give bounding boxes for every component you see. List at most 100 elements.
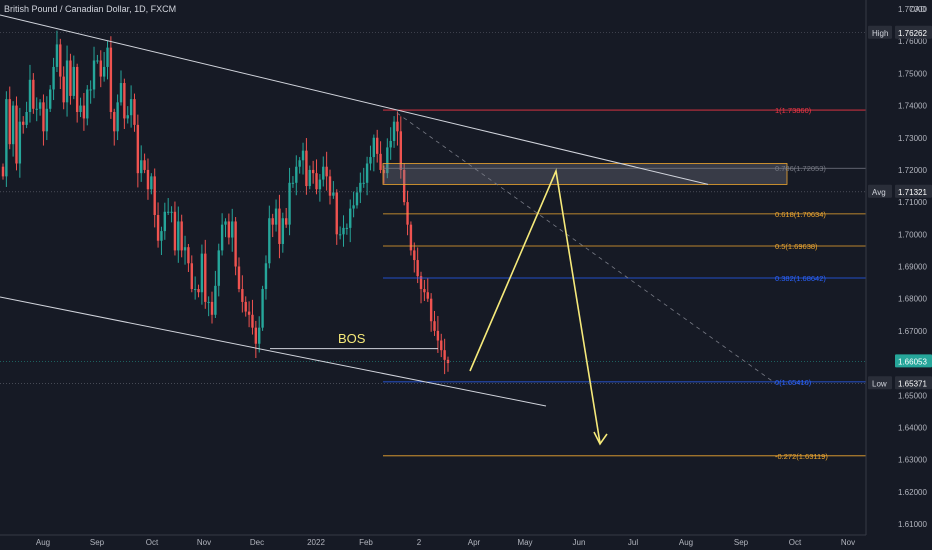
y-tick-label: 1.63000 — [898, 456, 927, 465]
x-tick-label: Nov — [841, 538, 855, 547]
x-tick-label: Dec — [250, 538, 264, 547]
lower-trendline — [0, 296, 547, 407]
y-tick-label: 1.64000 — [898, 423, 927, 432]
candle-body — [163, 211, 167, 232]
candle-body — [436, 330, 440, 341]
candle-body — [349, 208, 352, 228]
candle-body — [281, 218, 285, 244]
candle-body — [65, 60, 69, 103]
candle-body — [325, 166, 328, 177]
candle-body — [210, 301, 214, 315]
candle-body — [345, 227, 349, 229]
x-tick-label: Sep — [734, 538, 749, 547]
candle-body — [274, 208, 278, 225]
candle-body — [258, 327, 261, 344]
candle-body — [62, 76, 65, 103]
candle-body — [75, 66, 79, 112]
candle-body — [224, 221, 227, 225]
x-tick-label: Aug — [679, 538, 693, 547]
candle-body — [433, 321, 436, 331]
candle-body — [156, 215, 160, 241]
projection-arrowhead — [593, 431, 608, 446]
candle-body — [5, 99, 8, 177]
candle-body — [150, 176, 153, 190]
candle-body — [25, 112, 28, 125]
fib-level-label: -0.272(1.63119) — [775, 452, 828, 461]
candle-body — [379, 153, 382, 170]
candle-body — [318, 179, 322, 190]
candle-body — [177, 221, 180, 251]
y-tick-label: 1.74000 — [898, 102, 927, 111]
candle-body — [298, 160, 301, 167]
drawings-layer: 1(1.73860) 0.786(1.72053) 0.618(1.70634) 0.… — [0, 14, 866, 461]
candle-body — [18, 121, 22, 164]
price-tag-value: 1.65371 — [898, 379, 927, 388]
candle-body — [237, 266, 241, 290]
candle-body — [102, 66, 106, 77]
candle-body — [99, 60, 102, 77]
y-tick-label: 1.71000 — [898, 198, 927, 207]
candle-body — [352, 205, 355, 209]
candle-body — [247, 311, 251, 315]
candle-body — [45, 108, 49, 132]
candle-body — [376, 137, 379, 154]
candle-body — [328, 176, 332, 196]
chart-title: British Pound / Canadian Dollar, 1D, FXC… — [4, 4, 176, 14]
candle-body — [190, 263, 193, 290]
fib-level-label: 1(1.73860) — [775, 106, 812, 115]
x-tick-label: Oct — [146, 538, 159, 547]
y-tick-label: 1.62000 — [898, 488, 927, 497]
candle-body — [365, 163, 369, 183]
candle-body — [220, 224, 224, 251]
x-tick-label: 2 — [417, 538, 422, 547]
candle-body — [443, 350, 446, 360]
candle-body — [268, 218, 271, 264]
upper-trendline — [0, 14, 709, 185]
fib-level-label: 0.382(1.68642) — [775, 274, 826, 283]
candle-body — [126, 115, 129, 119]
candle-body — [92, 60, 96, 90]
candle-body — [402, 169, 406, 203]
price-tag-name-bg — [868, 25, 892, 39]
candle-body — [48, 89, 52, 109]
candle-body — [79, 105, 82, 112]
candle-body — [170, 211, 173, 213]
price-tag-bg — [895, 25, 932, 39]
candle-body — [183, 247, 187, 251]
price-tag-value: 1.71321 — [898, 188, 927, 197]
candle-body — [153, 176, 156, 215]
price-tag-name-bg — [868, 184, 892, 198]
candle-body — [234, 221, 237, 267]
candle-body — [173, 211, 177, 251]
candle-body — [129, 99, 133, 116]
candle-body — [288, 182, 291, 225]
projection-arrow — [469, 168, 601, 444]
candle-body — [69, 60, 72, 96]
candle-body — [106, 47, 109, 67]
candle-body — [193, 289, 197, 291]
x-tick-label: 2022 — [307, 538, 325, 547]
price-tag-name: High — [872, 29, 888, 38]
candle-body — [396, 121, 399, 132]
candle-body — [96, 60, 99, 62]
candle-body — [338, 234, 342, 236]
candle-body — [406, 202, 409, 225]
y-tick-label: 1.65000 — [898, 391, 927, 400]
y-tick-label: 1.70000 — [898, 230, 927, 239]
candle-body — [382, 169, 386, 174]
candle-body — [119, 83, 123, 103]
candle-body — [423, 289, 426, 293]
candle-body — [389, 140, 392, 148]
price-tag-value: 1.76262 — [898, 29, 927, 38]
y-tick-label: 1.67000 — [898, 327, 927, 336]
candle-body — [227, 221, 231, 238]
candle-body — [311, 169, 315, 174]
currency-label: CAD — [909, 5, 926, 14]
candle-body — [301, 150, 305, 161]
candle-body — [55, 44, 59, 67]
candle-body — [392, 121, 396, 141]
price-tag-name: Avg — [872, 188, 886, 197]
